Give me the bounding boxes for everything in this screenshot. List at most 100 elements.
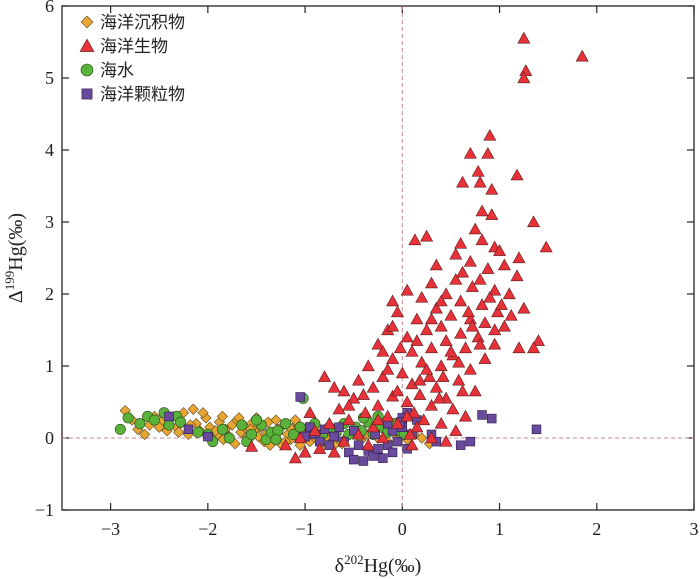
data-point-triangle: [473, 337, 487, 350]
data-point-triangle: [493, 244, 507, 256]
data-point-square: [353, 440, 364, 450]
data-point-triangle: [434, 417, 448, 429]
data-point-triangle: [337, 435, 351, 447]
legend-marker-circle: [80, 63, 94, 77]
data-point-triangle: [444, 345, 458, 357]
data-point-triangle: [415, 291, 429, 303]
data-point-triangle: [454, 237, 468, 249]
data-point-triangle: [502, 287, 516, 300]
data-point-square: [183, 424, 194, 435]
data-point-triangle: [405, 438, 419, 451]
data-point-triangle: [456, 265, 470, 278]
data-point-triangle: [481, 147, 495, 159]
data-point-triangle: [327, 381, 341, 393]
data-point-circle: [246, 428, 258, 440]
x-tick-label: 1: [495, 519, 504, 539]
data-point-triangle: [471, 330, 485, 343]
data-point-triangle: [512, 251, 526, 264]
data-point-triangle: [459, 409, 472, 422]
data-point-triangle: [465, 280, 479, 292]
data-point-triangle: [415, 355, 429, 368]
data-point-square: [531, 424, 542, 435]
data-point-triangle: [279, 438, 293, 451]
data-point-circle: [216, 423, 228, 435]
x-tick-label: 3: [690, 519, 699, 539]
data-point-triangle: [439, 435, 453, 447]
data-point-triangle: [446, 402, 460, 415]
data-point-triangle: [485, 208, 499, 220]
data-point-triangle: [400, 409, 414, 422]
data-point-triangle: [322, 417, 336, 429]
data-point-square: [387, 447, 398, 458]
data-point-triangle: [376, 345, 390, 357]
data-point-diamond: [270, 414, 282, 426]
data-point-triangle: [424, 431, 438, 444]
data-point-triangle: [517, 71, 531, 84]
data-point-triangle: [436, 370, 450, 382]
data-point-triangle: [454, 327, 468, 339]
data-point-triangle: [361, 438, 375, 451]
data-point-circle: [236, 419, 248, 431]
data-point-square: [487, 413, 497, 424]
data-point-triangle: [361, 359, 375, 372]
data-point-triangle: [434, 319, 448, 332]
plot-frame: [61, 5, 695, 511]
data-point-triangle: [434, 294, 448, 307]
data-point-triangle: [423, 370, 437, 382]
data-point-triangle: [449, 247, 463, 260]
data-point-triangle: [352, 373, 366, 386]
data-point-triangle: [408, 233, 422, 246]
data-point-triangle: [527, 341, 541, 354]
data-point-triangle: [512, 341, 526, 354]
data-point-circle: [294, 421, 306, 433]
data-point-circle: [223, 432, 235, 444]
x-tick-label: 2: [592, 519, 601, 539]
data-point-triangle: [527, 215, 541, 228]
data-point-square: [324, 440, 335, 450]
data-point-triangle: [410, 312, 424, 325]
data-point-triangle: [381, 363, 395, 375]
y-tick-label: 1: [45, 356, 54, 376]
data-point-triangle: [342, 413, 356, 426]
data-point-triangle: [478, 316, 492, 328]
data-point-triangle: [475, 204, 489, 217]
data-point-triangle: [424, 276, 438, 289]
y-axis-title: Δ199Hg(‰): [2, 213, 27, 303]
legend-label: 海水: [100, 61, 134, 81]
x-tick-label: −1: [295, 519, 314, 539]
data-point-circle: [250, 414, 262, 426]
data-point-triangle: [337, 384, 351, 397]
data-point-triangle: [298, 445, 312, 458]
data-point-triangle: [456, 175, 470, 188]
data-point-square: [477, 410, 487, 420]
data-point-triangle: [342, 399, 356, 411]
data-point-circle: [122, 412, 134, 424]
data-point-triangle: [245, 440, 259, 452]
data-point-triangle: [429, 381, 443, 393]
data-point-triangle: [481, 262, 495, 274]
data-point-circle: [270, 433, 282, 445]
data-point-triangle: [386, 294, 400, 307]
data-point-triangle: [439, 287, 453, 300]
data-point-triangle: [488, 283, 502, 296]
data-point-triangle: [288, 451, 302, 464]
data-point-square: [329, 431, 339, 442]
data-point-triangle: [424, 341, 438, 354]
data-point-square: [334, 422, 344, 432]
y-tick-label: −1: [35, 500, 54, 520]
points-layer: [114, 31, 589, 466]
data-point-triangle: [504, 309, 518, 321]
data-point-triangle: [358, 406, 372, 418]
data-point-triangle: [454, 294, 468, 307]
data-point-triangle: [517, 31, 531, 44]
data-point-triangle: [403, 427, 417, 440]
y-tick-label: 6: [45, 0, 54, 16]
data-point-triangle: [313, 442, 327, 454]
x-tick-label: −2: [198, 519, 217, 539]
x-tick-label: −3: [101, 519, 120, 539]
data-point-triangle: [434, 359, 448, 372]
legend-label: 海洋颗粒物: [100, 85, 185, 105]
x-tick-label: 0: [398, 519, 407, 539]
data-point-square: [392, 436, 403, 447]
